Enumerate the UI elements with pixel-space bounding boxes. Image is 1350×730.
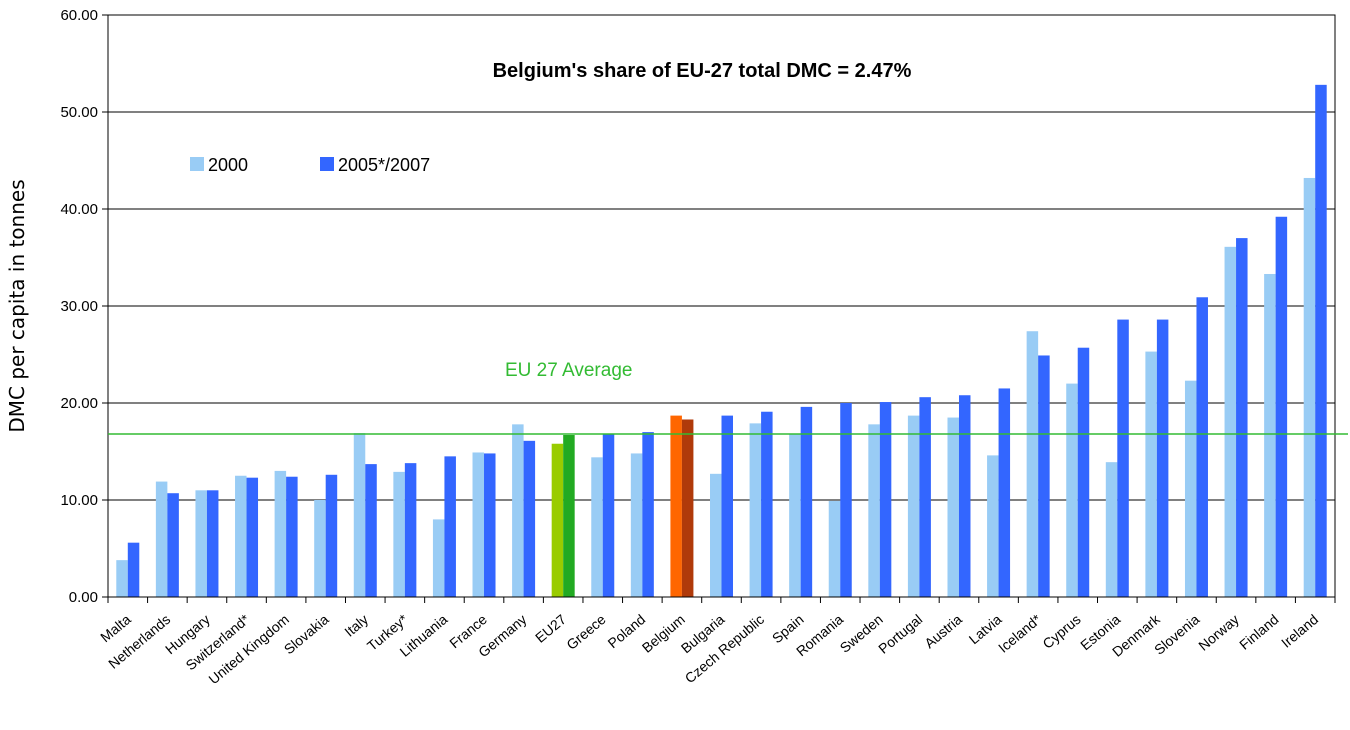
- x-tick-label: Ireland: [1278, 611, 1321, 651]
- bar-estonia-2000: [1105, 462, 1118, 597]
- bar-lithuania-2005-2007: [444, 456, 456, 597]
- bar-poland-2005-2007: [642, 432, 654, 597]
- bar-hungary-2005-2007: [206, 490, 219, 597]
- bar-norway-2000: [1224, 246, 1237, 597]
- bar-ireland-2000: [1303, 177, 1316, 597]
- chart-title: Belgium's share of EU-27 total DMC = 2.4…: [493, 60, 912, 82]
- y-tick-label: 30.00: [60, 298, 98, 315]
- bar-slovenia-2005-2007: [1196, 297, 1208, 597]
- y-tick-label: 0.00: [69, 589, 98, 606]
- x-tick-label: Slovenia: [1151, 611, 1203, 658]
- bar-slovenia-2000: [1184, 380, 1197, 597]
- y-tick-label: 50.00: [60, 104, 98, 121]
- y-tick-label: 60.00: [60, 7, 98, 24]
- bar-france-2005-2007: [484, 453, 496, 597]
- y-tick-label: 10.00: [60, 492, 98, 509]
- bars: [116, 84, 1327, 598]
- bar-united-kingdom-2000: [274, 470, 287, 597]
- bar-latvia-2005-2007: [998, 388, 1011, 597]
- bar-germany-2000: [512, 424, 524, 597]
- bar-portugal-2005-2007: [919, 397, 931, 597]
- bar-italy-2005-2007: [365, 464, 377, 597]
- bar-france-2000: [472, 452, 485, 597]
- bar-switzerland-2000: [235, 475, 247, 597]
- bar-germany-2005-2007: [523, 440, 536, 597]
- bar-ireland-2005-2007: [1315, 84, 1327, 598]
- y-axis-label: DMC per capita in tonnes: [5, 179, 29, 432]
- x-tick-label: Norway: [1195, 611, 1242, 654]
- x-tick-label: Austria: [921, 611, 965, 651]
- bar-czech-republic-2005-2007: [761, 411, 773, 597]
- x-tick-label: Slovakia: [281, 611, 332, 657]
- bar-sweden-2000: [868, 424, 880, 597]
- legend-label-2005-2007: 2005*/2007: [338, 155, 430, 175]
- x-tick-label: Cyprus: [1039, 611, 1083, 652]
- bar-romania-2000: [828, 500, 841, 597]
- bar-cyprus-2000: [1066, 383, 1078, 597]
- bar-belgium-2000: [670, 415, 682, 597]
- bar-poland-2000: [630, 453, 643, 597]
- x-tick-label: Finland: [1236, 611, 1281, 653]
- bar-hungary-2000: [195, 490, 207, 597]
- bar-romania-2005-2007: [840, 403, 852, 597]
- bar-czech-republic-2000: [749, 423, 762, 597]
- y-tick-label: 20.00: [60, 395, 98, 412]
- bar-united-kingdom-2005-2007: [286, 476, 298, 597]
- legend-swatch-2005-2007: [320, 157, 334, 171]
- bar-greece-2000: [591, 457, 603, 597]
- bar-finland-2005-2007: [1275, 216, 1288, 597]
- bar-greece-2005-2007: [602, 434, 615, 597]
- bar-bulgaria-2000: [710, 473, 722, 597]
- x-tick-label: Greece: [563, 611, 609, 653]
- bar-switzerland-2005-2007: [246, 477, 259, 597]
- bar-belgium-2005-2007: [681, 419, 694, 597]
- x-tick-label: Iceland*: [995, 611, 1044, 656]
- bar-bulgaria-2005-2007: [721, 415, 733, 597]
- bar-austria-2000: [947, 417, 959, 597]
- bar-latvia-2000: [987, 455, 999, 597]
- x-tick-label: Italy: [341, 611, 371, 640]
- bar-slovakia-2005-2007: [325, 474, 338, 597]
- bar-norway-2005-2007: [1236, 238, 1248, 597]
- bar-malta-2000: [116, 560, 128, 597]
- legend-swatch-2000: [190, 157, 204, 171]
- plot-frame: [107, 14, 1336, 598]
- bar-eu27-2005-2007: [563, 435, 575, 597]
- bar-spain-2000: [789, 434, 801, 597]
- x-axis: [107, 597, 1336, 603]
- bar-netherlands-2005-2007: [167, 493, 179, 597]
- bar-austria-2005-2007: [958, 395, 971, 597]
- bar-turkey-2005-2007: [404, 463, 417, 597]
- bar-malta-2005-2007: [127, 542, 140, 597]
- bar-portugal-2000: [907, 415, 920, 597]
- x-axis-labels: MaltaNetherlandsHungarySwitzerland*Unite…: [97, 610, 1321, 687]
- x-tick-label: Portugal: [875, 611, 925, 657]
- bar-iceland-2005-2007: [1038, 355, 1050, 597]
- legend: 2000 2005*/2007: [190, 155, 430, 175]
- bar-netherlands-2000: [155, 481, 168, 597]
- x-tick-label: Belgium: [639, 611, 688, 656]
- bar-denmark-2005-2007: [1156, 319, 1169, 597]
- bar-slovakia-2000: [314, 500, 326, 597]
- bar-denmark-2000: [1145, 351, 1157, 597]
- bar-estonia-2005-2007: [1117, 319, 1129, 597]
- bar-cyprus-2005-2007: [1077, 347, 1090, 597]
- bar-sweden-2005-2007: [879, 402, 892, 597]
- bar-spain-2005-2007: [800, 406, 813, 597]
- bar-eu27-2000: [551, 443, 564, 597]
- y-axis-ticks: 0.00 10.00 20.00 30.00 40.00 50.00 60.00: [60, 7, 108, 606]
- bar-lithuania-2000: [432, 519, 445, 597]
- gridlines: [108, 111, 1335, 501]
- eu27-average-label: EU 27 Average: [505, 360, 632, 381]
- bar-finland-2000: [1264, 273, 1276, 597]
- bar-iceland-2000: [1026, 331, 1039, 597]
- bar-italy-2000: [353, 433, 366, 597]
- y-tick-label: 40.00: [60, 201, 98, 218]
- bar-turkey-2000: [393, 471, 405, 597]
- legend-label-2000: 2000: [208, 155, 248, 175]
